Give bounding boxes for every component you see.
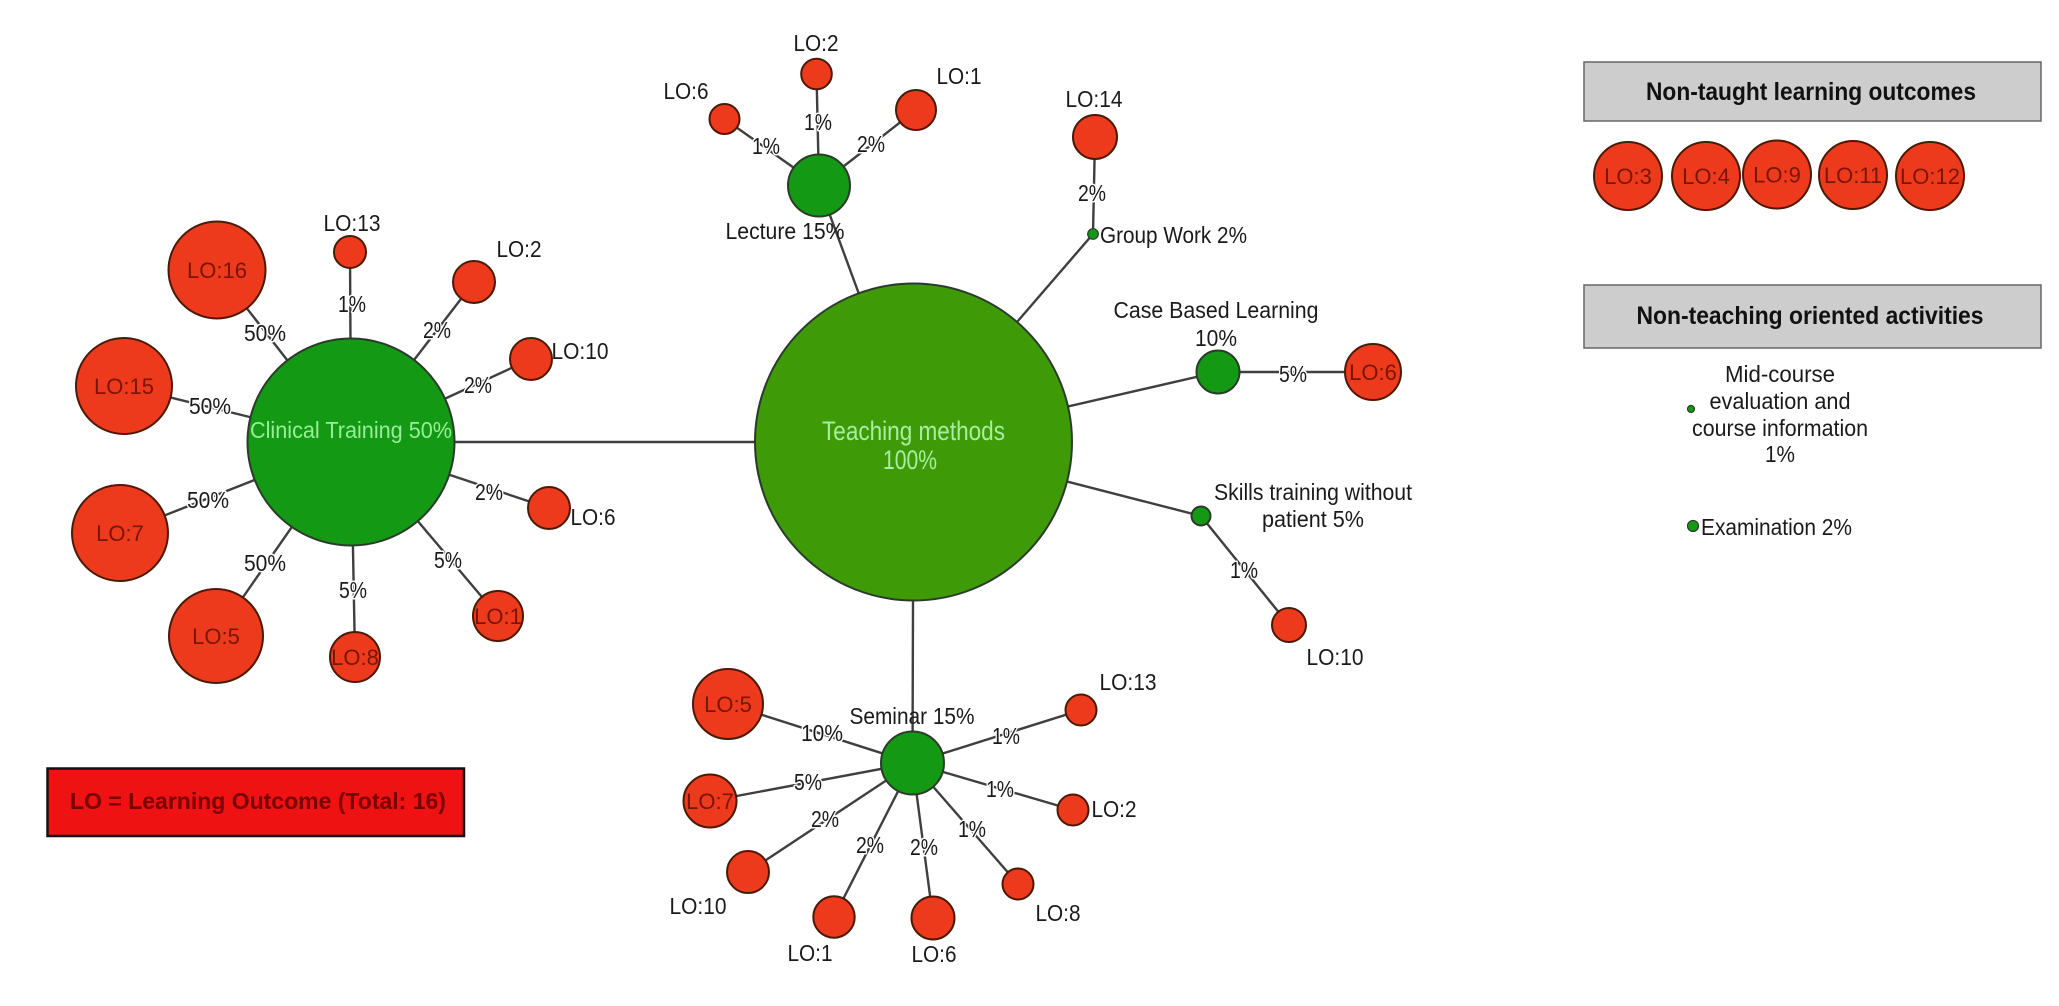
- svg-text:Group Work 2%: Group Work 2%: [1100, 222, 1247, 248]
- svg-text:5%: 5%: [339, 577, 367, 603]
- svg-text:LO:13: LO:13: [324, 210, 381, 236]
- svg-text:1%: 1%: [1230, 557, 1258, 583]
- svg-text:Non-taught learning outcomes: Non-taught learning outcomes: [1646, 78, 1976, 106]
- svg-text:LO:6: LO:6: [571, 504, 616, 530]
- svg-text:1%: 1%: [992, 723, 1020, 749]
- svg-text:LO:6: LO:6: [664, 78, 709, 104]
- svg-text:Non-teaching oriented activiti: Non-teaching oriented activities: [1637, 302, 1984, 330]
- svg-text:5%: 5%: [1279, 361, 1307, 387]
- svg-text:10%: 10%: [801, 720, 843, 746]
- svg-text:LO:13: LO:13: [1100, 669, 1157, 695]
- svg-text:course information: course information: [1692, 415, 1868, 441]
- svg-text:LO:10: LO:10: [1307, 644, 1364, 670]
- svg-text:LO:12: LO:12: [1900, 164, 1960, 189]
- svg-text:2%: 2%: [475, 479, 503, 505]
- svg-text:LO:1: LO:1: [788, 940, 833, 966]
- svg-text:2%: 2%: [464, 372, 492, 398]
- svg-text:Skills training without: Skills training without: [1214, 479, 1413, 505]
- svg-text:LO:2: LO:2: [794, 30, 839, 56]
- svg-text:LO:14: LO:14: [1066, 86, 1123, 112]
- svg-text:50%: 50%: [244, 550, 286, 576]
- svg-text:Examination 2%: Examination 2%: [1701, 514, 1852, 540]
- svg-text:1%: 1%: [752, 133, 780, 159]
- svg-text:Teaching methods: Teaching methods: [822, 416, 1005, 446]
- svg-text:LO:2: LO:2: [1092, 796, 1137, 822]
- svg-text:5%: 5%: [434, 547, 462, 573]
- svg-text:LO:5: LO:5: [192, 624, 240, 649]
- svg-text:Clinical Training 50%: Clinical Training 50%: [250, 417, 452, 443]
- svg-text:LO:4: LO:4: [1682, 164, 1730, 189]
- svg-text:2%: 2%: [856, 832, 884, 858]
- svg-text:2%: 2%: [423, 317, 451, 343]
- svg-text:Case Based Learning: Case Based Learning: [1114, 297, 1319, 323]
- svg-text:LO:1: LO:1: [937, 63, 982, 89]
- svg-text:LO:10: LO:10: [670, 893, 727, 919]
- svg-text:50%: 50%: [244, 320, 286, 346]
- svg-text:1%: 1%: [804, 109, 832, 135]
- svg-text:LO:8: LO:8: [1036, 900, 1081, 926]
- svg-text:1%: 1%: [338, 291, 366, 317]
- svg-text:LO = Learning Outcome (Total:: LO = Learning Outcome (Total: 16): [70, 788, 446, 814]
- svg-text:LO:7: LO:7: [96, 521, 144, 546]
- svg-text:1%: 1%: [958, 816, 986, 842]
- svg-text:LO:6: LO:6: [1349, 360, 1397, 385]
- svg-text:50%: 50%: [187, 487, 229, 513]
- svg-text:Lecture 15%: Lecture 15%: [726, 218, 845, 244]
- svg-text:1%: 1%: [1765, 441, 1795, 467]
- svg-text:100%: 100%: [883, 445, 937, 475]
- svg-text:evaluation and: evaluation and: [1710, 388, 1851, 414]
- svg-text:LO:15: LO:15: [94, 374, 154, 399]
- svg-text:50%: 50%: [189, 393, 231, 419]
- svg-text:LO:1: LO:1: [474, 604, 522, 629]
- svg-text:2%: 2%: [857, 131, 885, 157]
- svg-text:2%: 2%: [811, 806, 839, 832]
- svg-text:LO:3: LO:3: [1604, 164, 1652, 189]
- svg-text:2%: 2%: [910, 834, 938, 860]
- svg-text:LO:8: LO:8: [331, 645, 379, 670]
- svg-text:patient 5%: patient 5%: [1262, 506, 1364, 532]
- svg-text:LO:9: LO:9: [1753, 163, 1801, 188]
- svg-text:2%: 2%: [1078, 180, 1106, 206]
- svg-text:LO:16: LO:16: [187, 258, 247, 283]
- svg-text:LO:6: LO:6: [912, 941, 957, 967]
- svg-text:Seminar 15%: Seminar 15%: [850, 703, 975, 729]
- svg-text:Mid-course: Mid-course: [1725, 361, 1835, 387]
- svg-text:LO:5: LO:5: [704, 692, 752, 717]
- svg-text:LO:2: LO:2: [497, 236, 542, 262]
- svg-text:LO:7: LO:7: [686, 789, 734, 814]
- svg-text:LO:11: LO:11: [1824, 163, 1882, 188]
- svg-text:5%: 5%: [794, 769, 822, 795]
- svg-text:LO:10: LO:10: [552, 338, 609, 364]
- svg-text:1%: 1%: [986, 776, 1014, 802]
- svg-text:10%: 10%: [1195, 325, 1237, 351]
